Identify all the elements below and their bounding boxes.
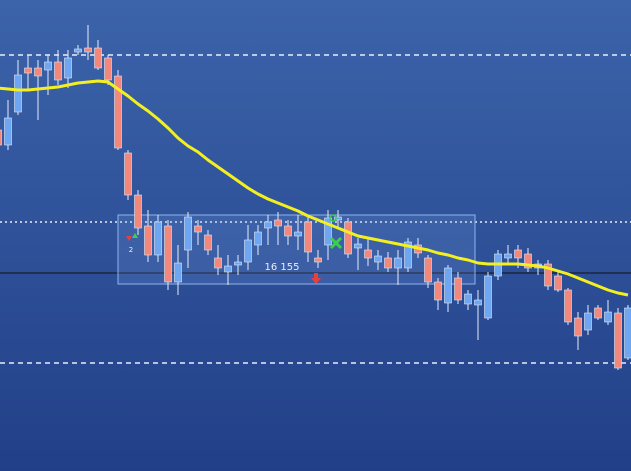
candle-body [424,257,432,283]
ma-line [0,79,629,297]
candle-body [394,257,402,269]
buy-marker [132,233,138,238]
candle-body [144,225,152,256]
candle-body [604,311,612,323]
candle-body [564,289,572,323]
candle-body [304,221,312,253]
candle-body [84,47,92,53]
candle-body [474,299,482,306]
candle-body [114,75,122,149]
down-arrow [311,273,321,284]
range-label: 16 155 [265,262,300,273]
candle-body [94,47,102,69]
trade-count: 2 [129,246,133,254]
candle-body [434,281,442,301]
candle-body [464,293,472,305]
candle-body [254,231,262,246]
candle-body [624,307,631,359]
candle-body [284,225,292,237]
candle-body [594,307,602,319]
candle-body [274,219,282,227]
candle-body [384,257,392,269]
candle-body [194,225,202,233]
candle-body [264,221,272,229]
candle-body [574,317,582,337]
sell-marker [126,236,132,241]
candle-body [584,312,592,331]
candle-body [64,57,72,79]
candle-body [614,312,622,369]
candle-body [234,261,242,266]
candle-body [504,253,512,259]
candle-body [104,57,112,81]
candle-body [224,265,232,273]
candle-body [164,225,172,283]
candle-body [34,67,42,77]
candle-body [124,152,132,196]
candle-body [74,48,82,53]
candle-body [314,257,322,263]
candle-body [294,231,302,237]
candle-body [364,249,372,259]
candle-body [554,275,562,291]
candle-body [544,263,552,287]
candle-body [324,217,332,246]
candle-body [454,277,462,301]
candle-body [214,257,222,269]
candle-body [184,216,192,251]
candle-body [444,267,452,304]
candle-body [354,243,362,249]
candle-body [4,117,12,146]
candle-body [204,234,212,251]
moving-average [0,79,629,297]
candle-body [514,249,522,259]
candle-body [14,74,22,113]
candle-body [154,221,162,256]
candle-body [134,194,142,229]
candle-body [404,241,412,269]
candle-body [334,216,342,221]
candle-body [24,67,32,74]
candle-body [344,221,352,255]
candle-body [44,61,52,71]
entry-marker [329,214,337,222]
candle-body [54,61,62,81]
candle-body [244,239,252,263]
candle-body [174,262,182,283]
candle-body [374,255,382,263]
close-marker [329,236,343,250]
candle-body [484,275,492,319]
candle-body [524,253,532,269]
candle-body [0,129,2,146]
